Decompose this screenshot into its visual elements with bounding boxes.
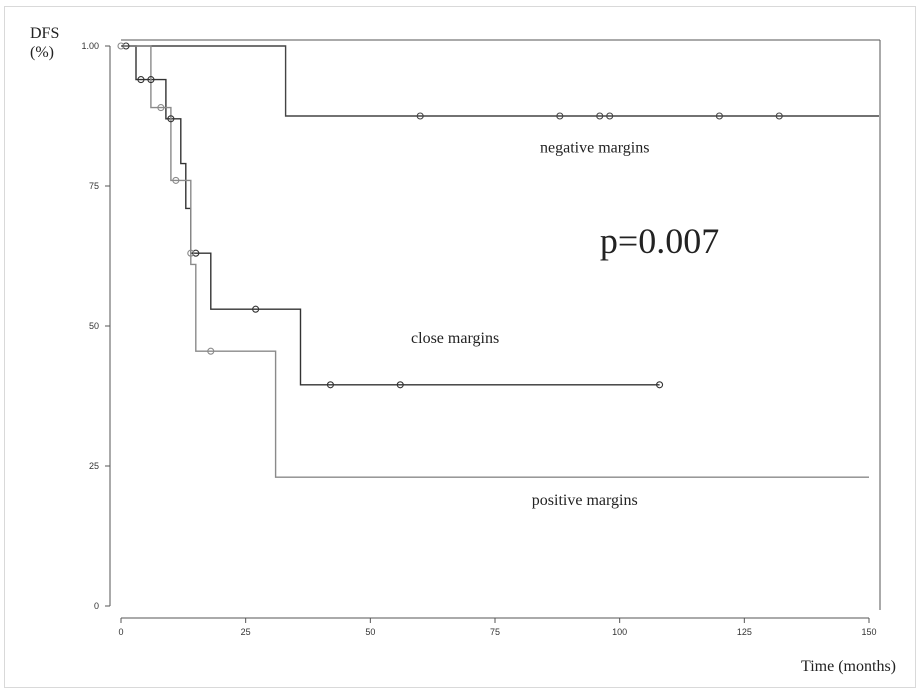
- censor-mark: [147, 76, 155, 84]
- y-tick-label: 1.00: [81, 41, 99, 51]
- close-margins-label: close margins: [411, 330, 499, 347]
- censor-mark: [715, 112, 723, 120]
- censor-mark: [157, 104, 165, 112]
- y-tick-label: 75: [89, 181, 99, 191]
- positive-margins-label: positive margins: [532, 492, 638, 509]
- censor-mark: [192, 249, 200, 257]
- censor-mark: [326, 381, 334, 389]
- survival-curves: [121, 45, 879, 478]
- chart-labels: DFS (%) Time (months) p=0.007 negative margi…: [30, 25, 896, 675]
- x-tick-label: 50: [365, 627, 375, 637]
- y-tick-label: 50: [89, 321, 99, 331]
- censor-mark: [775, 112, 783, 120]
- x-tick-label: 100: [612, 627, 627, 637]
- chart-frame: [4, 6, 916, 688]
- x-tick-label: 150: [861, 627, 876, 637]
- censor-mark: [416, 112, 424, 120]
- x-tick-label: 0: [118, 627, 123, 637]
- censor-mark: [596, 112, 604, 120]
- y-axis-label: DFS (%): [30, 25, 59, 61]
- censor-mark: [187, 249, 195, 257]
- x-tick-label: 75: [490, 627, 500, 637]
- censor-mark: [556, 112, 564, 120]
- censor-mark: [172, 176, 180, 184]
- censor-mark: [122, 42, 130, 50]
- censor-mark: [252, 305, 260, 313]
- curve-close-margins: [121, 45, 660, 386]
- axes: 0 25 50 75 1.00 0 25 50 75 100 125 150: [81, 39, 881, 637]
- x-axis-label: Time (months): [801, 658, 896, 675]
- x-tick-label: 25: [241, 627, 251, 637]
- censor-mark: [117, 42, 125, 50]
- x-tick-label: 125: [737, 627, 752, 637]
- curve-positive-margins: [121, 45, 869, 478]
- censor-marks: [117, 42, 783, 389]
- censor-mark: [606, 112, 614, 120]
- negative-margins-label: negative margins: [540, 139, 649, 156]
- y-tick-label: 0: [94, 601, 99, 611]
- censor-mark: [137, 76, 145, 84]
- y-tick-label: 25: [89, 461, 99, 471]
- censor-mark: [167, 115, 175, 123]
- curve-negative-margins: [121, 45, 879, 117]
- p-value-annotation: p=0.007: [600, 221, 719, 261]
- censor-mark: [396, 381, 404, 389]
- censor-mark: [207, 347, 215, 355]
- censor-mark: [656, 381, 664, 389]
